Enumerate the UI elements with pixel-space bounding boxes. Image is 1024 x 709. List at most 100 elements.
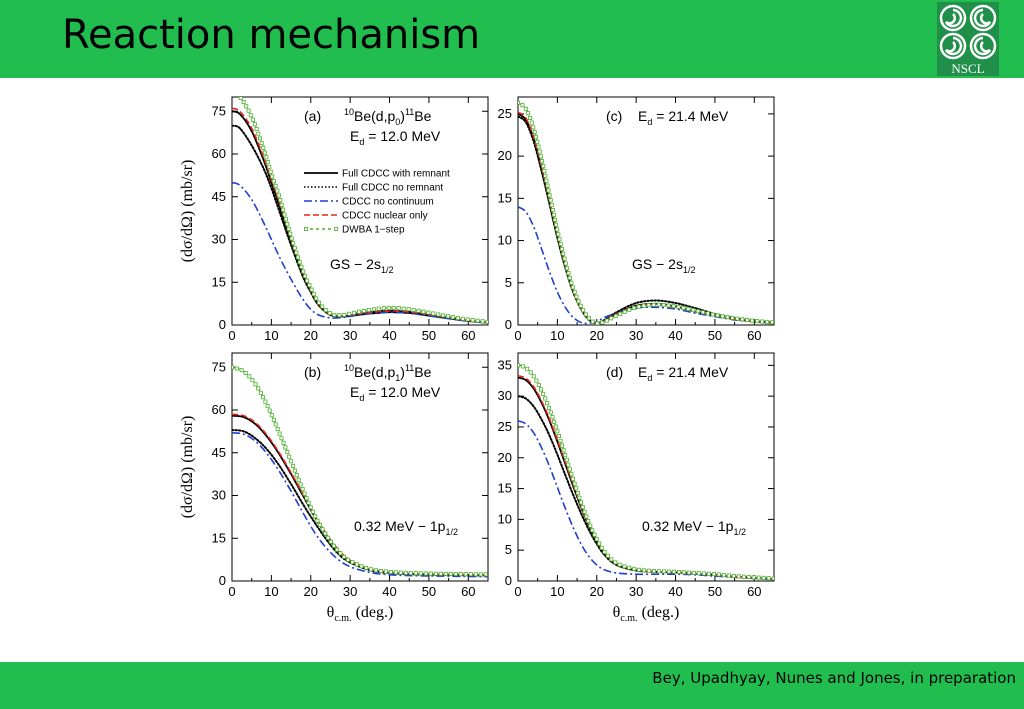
- plot-frame: [231, 352, 489, 582]
- series-marker: [281, 440, 286, 445]
- series-marker: [578, 303, 583, 308]
- series-marker: [572, 481, 577, 486]
- logo-text: NSCL: [951, 61, 984, 76]
- x-tick-label: 40: [382, 584, 396, 599]
- series-marker: [552, 419, 557, 424]
- series-marker: [546, 405, 551, 410]
- series-marker: [455, 315, 460, 320]
- series-marker: [531, 125, 536, 130]
- series-marker: [567, 275, 572, 280]
- series-marker: [570, 285, 575, 290]
- series-marker: [564, 457, 569, 462]
- series-marker: [755, 319, 760, 324]
- series-marker: [317, 522, 322, 527]
- series-marker: [338, 551, 343, 556]
- series-marker: [552, 217, 557, 222]
- state-label: GS − 2s1/2: [330, 256, 393, 275]
- x-tick-label: 50: [422, 584, 436, 599]
- series-marker: [542, 168, 547, 173]
- series-marker: [518, 363, 520, 368]
- x-tick-label: 10: [264, 328, 278, 343]
- series-marker: [536, 382, 541, 387]
- legend-entry-2: CDCC no continuum: [342, 197, 434, 208]
- series-marker: [323, 531, 328, 536]
- series-marker: [281, 207, 286, 212]
- series-marker: [604, 318, 609, 323]
- x-axis-label: θc.m. (deg.): [327, 604, 394, 624]
- series-marker: [470, 318, 475, 323]
- series-marker: [342, 312, 347, 317]
- series-marker: [583, 312, 588, 317]
- series-marker: [356, 309, 361, 314]
- series-marker: [253, 382, 258, 387]
- series-marker: [518, 100, 520, 105]
- series-marker: [701, 571, 706, 576]
- chart-panel-b: 0 10 20 30 40 50 60 0 15 30 45 60 75 (b) 10Be(d,p1)11B…: [179, 352, 489, 624]
- series-marker: [391, 305, 396, 310]
- series-marker: [328, 539, 333, 544]
- series-marker: [350, 560, 355, 565]
- series-marker: [465, 317, 470, 322]
- series-marker: [562, 256, 567, 261]
- series-marker: [700, 310, 705, 315]
- series-marker: [676, 304, 681, 309]
- series-marker: [656, 302, 661, 307]
- y-tick-label: 15: [212, 274, 226, 289]
- series-marker: [265, 160, 270, 165]
- series-marker: [315, 518, 320, 523]
- x-tick-label: 60: [747, 328, 761, 343]
- y-tick-label: 15: [212, 530, 226, 545]
- x-tick-label: 30: [343, 584, 357, 599]
- series-line-4: [518, 102, 774, 324]
- series-marker: [622, 309, 627, 314]
- series-marker: [408, 571, 413, 576]
- panel-label: (a): [304, 108, 321, 124]
- series-marker: [715, 313, 720, 318]
- series-marker: [751, 575, 756, 580]
- legend-marker: [303, 226, 308, 231]
- y-tick-label: 35: [498, 357, 512, 372]
- series-marker: [473, 572, 478, 577]
- series-marker: [646, 303, 651, 308]
- series-marker: [549, 203, 554, 208]
- series-marker: [453, 571, 458, 576]
- energy-label: Ed = 12.0 MeV: [350, 128, 441, 147]
- series-marker: [235, 93, 238, 96]
- series-marker: [691, 570, 696, 575]
- series-marker: [545, 401, 550, 406]
- series-marker: [750, 318, 755, 323]
- series-marker: [305, 278, 310, 283]
- series-marker: [566, 462, 571, 467]
- series-marker: [264, 155, 269, 160]
- series-marker: [248, 113, 253, 118]
- series-marker: [287, 454, 292, 459]
- legend-marker: [333, 226, 338, 231]
- series-marker: [671, 304, 676, 309]
- series-marker: [278, 198, 283, 203]
- series-marker: [288, 231, 293, 236]
- series-marker: [485, 319, 488, 324]
- energy-label: Ed = 21.4 MeV: [638, 108, 729, 127]
- series-marker: [525, 366, 530, 371]
- series-marker: [590, 319, 595, 324]
- series-marker: [320, 304, 325, 309]
- energy-label: Ed = 21.4 MeV: [638, 364, 729, 383]
- series-marker: [584, 514, 589, 519]
- series-marker: [261, 145, 266, 150]
- series-marker: [289, 236, 294, 241]
- series-marker: [567, 467, 572, 472]
- series-marker: [450, 315, 455, 320]
- series-marker: [576, 299, 581, 304]
- series-marker: [756, 575, 761, 580]
- y-tick-label: 30: [498, 388, 512, 403]
- series-marker: [411, 307, 416, 312]
- series-marker: [428, 571, 433, 576]
- series-marker: [666, 303, 671, 308]
- series-marker: [314, 296, 319, 301]
- series-marker: [618, 311, 623, 316]
- panel-label: (c): [606, 108, 622, 124]
- series-marker: [600, 320, 605, 325]
- series-group: [232, 93, 488, 324]
- legend-entry-1: Full CDCC no remnant: [342, 183, 443, 194]
- series-marker: [445, 314, 450, 319]
